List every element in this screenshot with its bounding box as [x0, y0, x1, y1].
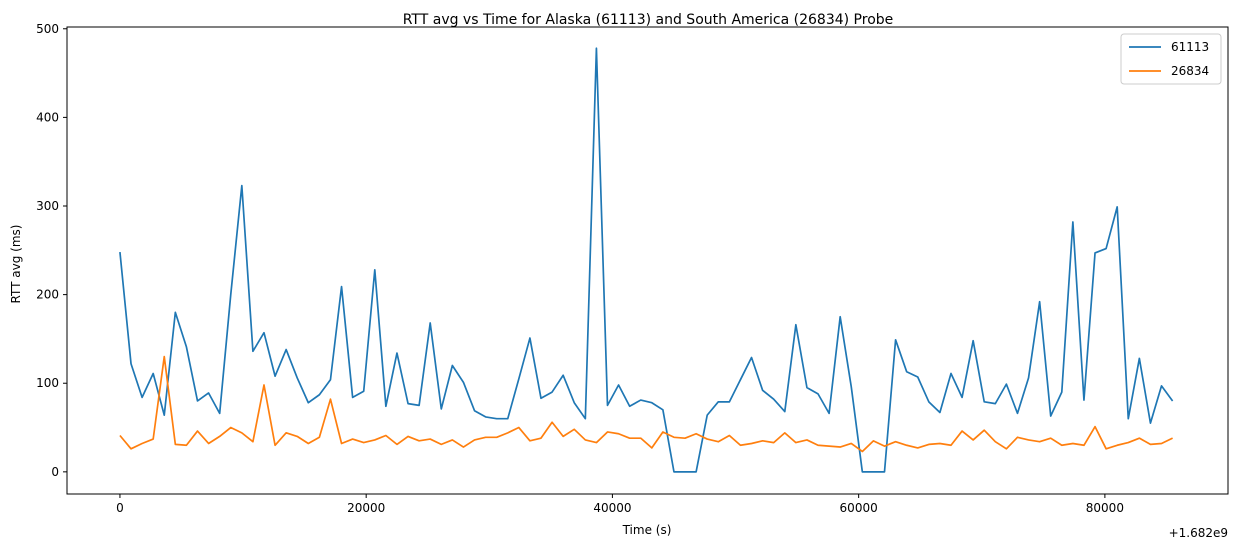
legend-label-26834: 26834	[1171, 64, 1209, 78]
y-tick-label: 100	[36, 376, 59, 390]
x-tick-label: 60000	[840, 501, 878, 515]
y-tick-label: 300	[36, 199, 59, 213]
x-axis-label: Time (s)	[622, 523, 672, 537]
x-tick-label: 80000	[1086, 501, 1124, 515]
x-axis: 0 20000 40000 60000 80000	[116, 494, 1124, 515]
y-tick-label: 200	[36, 288, 59, 302]
x-tick-label: 20000	[347, 501, 385, 515]
y-axis: 0 100 200 300 400 500	[36, 22, 67, 479]
legend: 61113 26834	[1120, 33, 1222, 85]
y-tick-label: 500	[36, 22, 59, 36]
series-layer	[119, 47, 1174, 473]
chart-title: RTT avg vs Time for Alaska (61113) and S…	[403, 12, 894, 28]
x-tick-label: 40000	[593, 501, 631, 515]
x-axis-offset-text: +1.682e9	[1169, 526, 1228, 540]
x-tick-label: 0	[116, 501, 124, 515]
plot-area	[66, 26, 1229, 495]
y-tick-label: 400	[36, 110, 59, 124]
y-axis-label: RTT avg (ms)	[9, 225, 23, 304]
y-tick-label: 0	[51, 465, 59, 479]
legend-label-61113: 61113	[1171, 40, 1209, 54]
series-line-61113	[119, 47, 1174, 473]
series-line-26834	[119, 355, 1173, 453]
